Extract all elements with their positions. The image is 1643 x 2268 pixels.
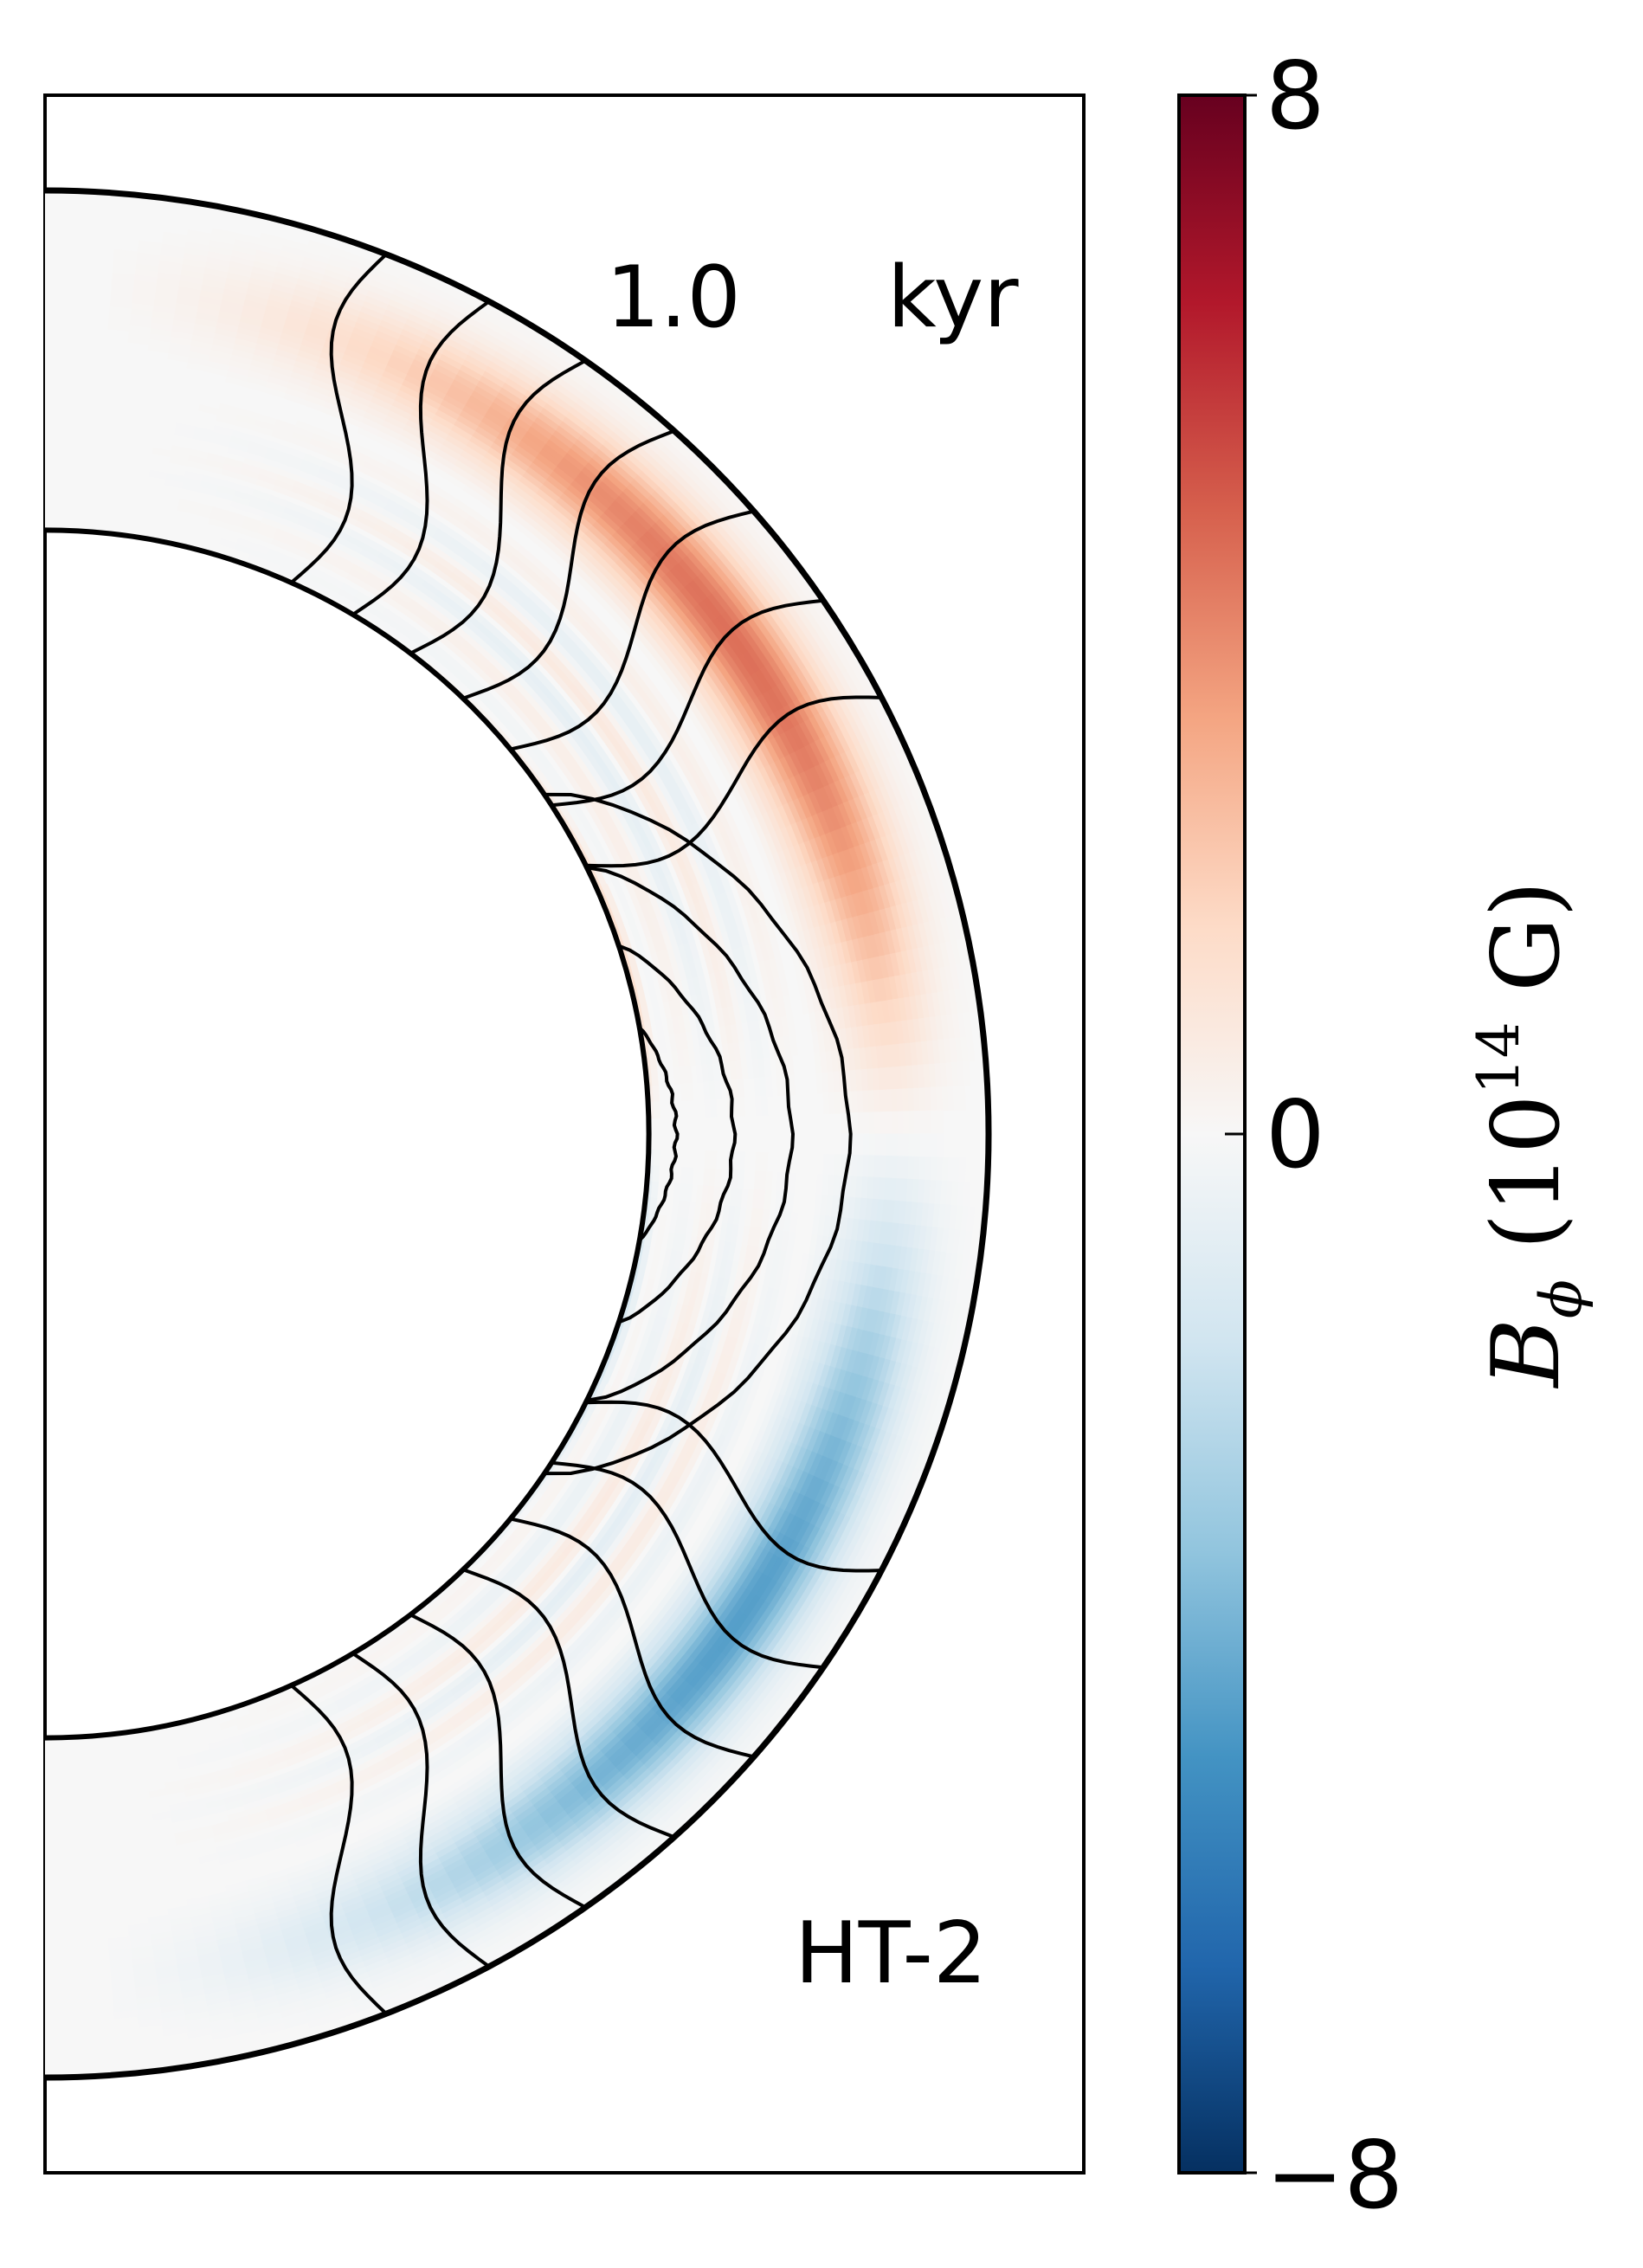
heatmap-cell — [886, 1111, 893, 1135]
heatmap-cell — [738, 1097, 746, 1117]
heatmap-cell — [714, 1080, 723, 1099]
heatmap-cell — [897, 1133, 905, 1157]
heatmap-cell — [925, 1133, 933, 1158]
heatmap-cell — [686, 1167, 694, 1186]
heatmap-cell — [738, 1151, 746, 1171]
heatmap-cell — [868, 1133, 876, 1157]
heatmap-cell — [653, 1101, 660, 1119]
heatmap-cell — [879, 1111, 887, 1135]
heatmap-cell — [760, 1152, 769, 1173]
heatmap-cell — [652, 1165, 660, 1183]
heatmap-cell — [937, 1133, 944, 1158]
heatmap-cell — [863, 1111, 871, 1135]
heatmap-cell — [874, 1111, 882, 1135]
heatmap-cell — [891, 1133, 899, 1157]
heatmap-cell — [931, 1133, 938, 1158]
heatmap-cell — [919, 1133, 927, 1158]
heatmap-cell — [841, 1133, 848, 1156]
heatmap-cell — [874, 1133, 882, 1157]
heatmap-cell — [650, 1181, 660, 1199]
heatmap-cell — [686, 1082, 694, 1101]
heatmap-cell — [886, 1133, 893, 1157]
heatmap-cell — [714, 1169, 723, 1188]
heatmap-cell — [712, 1062, 721, 1082]
heatmap-cell — [925, 1110, 933, 1135]
heatmap-cell — [852, 1133, 860, 1157]
heatmap-cell — [785, 1054, 795, 1076]
heatmap-cell — [841, 1112, 848, 1135]
heatmap-cell — [737, 1078, 745, 1099]
heatmap-cell — [785, 1192, 795, 1214]
heatmap-cell — [908, 1133, 916, 1157]
heatmap-cell — [763, 1189, 772, 1211]
heatmap-cell — [657, 1035, 667, 1053]
heatmap-cell — [903, 1111, 910, 1135]
heatmap-cell — [908, 1111, 916, 1135]
heatmap-cell — [879, 1133, 887, 1157]
heatmap-cell — [863, 1133, 871, 1157]
heatmap-cell — [760, 1095, 769, 1116]
heatmap-cell — [709, 1098, 718, 1118]
heatmap-cell — [903, 1133, 910, 1157]
heatmap-cell — [937, 1110, 944, 1135]
heatmap-cell — [868, 1111, 876, 1135]
heatmap-cell — [852, 1111, 860, 1135]
heatmap-cell — [857, 1133, 865, 1157]
heatmap-cell — [914, 1110, 922, 1135]
heatmap-cell — [764, 1171, 773, 1192]
heatmap-cell — [737, 1169, 745, 1190]
heatmap-cell — [653, 1149, 660, 1167]
heatmap-cell — [919, 1110, 927, 1135]
heatmap-cell — [787, 1172, 796, 1194]
heatmap-cell — [684, 1183, 693, 1202]
heatmap-cell — [652, 1085, 660, 1103]
heatmap-cell — [764, 1076, 773, 1097]
heatmap-cell — [891, 1111, 899, 1135]
heatmap-cell — [931, 1110, 938, 1135]
heatmap-cell — [709, 1150, 718, 1170]
heatmap-cell — [650, 1069, 660, 1087]
heatmap-cell — [857, 1111, 865, 1135]
heatmap-cell — [914, 1133, 922, 1158]
heatmap-cell — [897, 1111, 905, 1135]
heatmap-cell — [219, 1718, 238, 1730]
heatmap-cell — [763, 1057, 772, 1079]
heatmap-cell — [684, 1066, 693, 1085]
